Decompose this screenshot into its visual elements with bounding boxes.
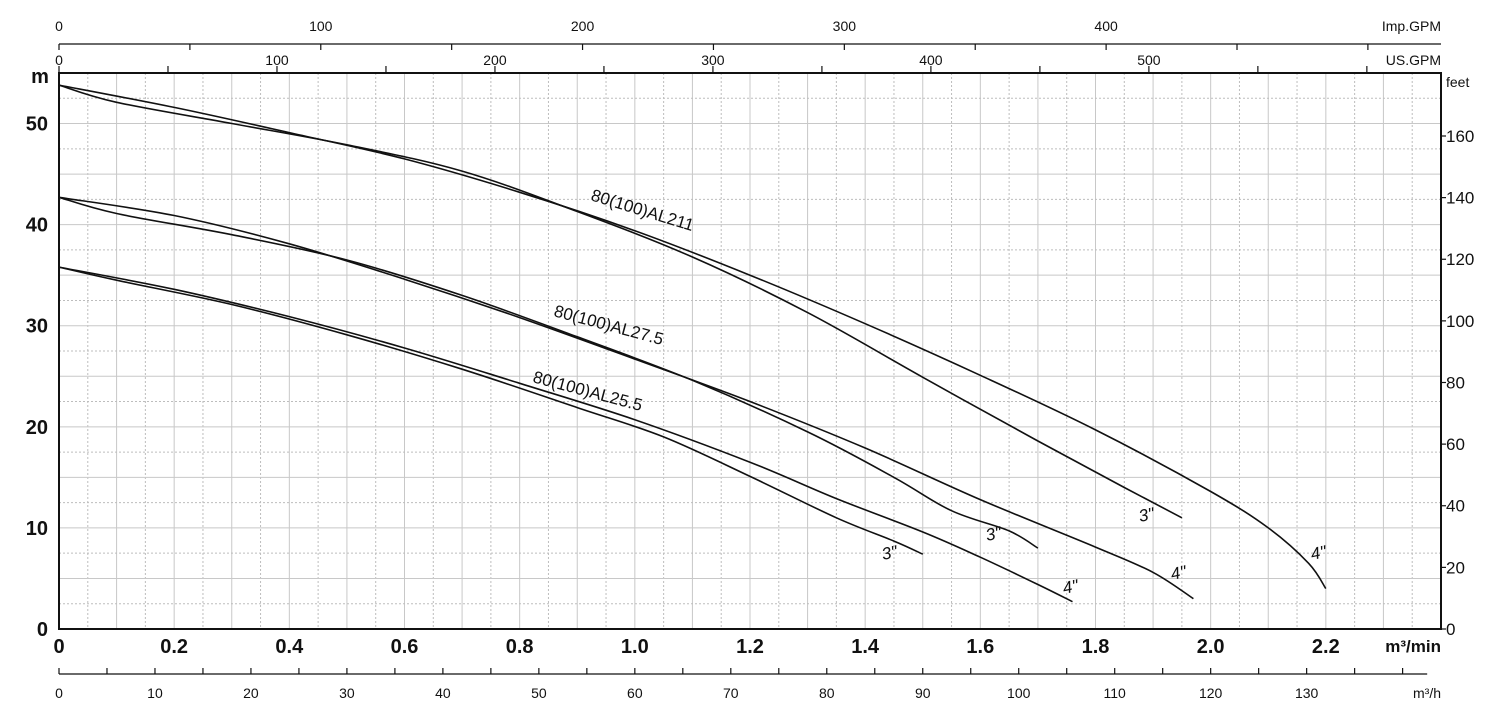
- x-main-tick-label: 1.4: [851, 636, 880, 658]
- x-m3h-tick-label: 80: [819, 685, 835, 701]
- chart-annotations: 80(100)AL21180(100)AL27.580(100)AL25.54"…: [531, 186, 1329, 598]
- x-main-unit-label: m³/min: [1385, 637, 1441, 656]
- x-main-tick-label: 0: [53, 636, 64, 658]
- x-usgpm-tick-label: 300: [701, 52, 725, 68]
- x-usgpm-tick-label: 0: [55, 52, 63, 68]
- y-main-tick-label: 20: [26, 417, 48, 439]
- x-m3h-tick-label: 0: [55, 685, 63, 701]
- curve-model-label: 80(100)AL211: [589, 186, 696, 235]
- curve-pipe-size-label: 3": [984, 523, 1004, 545]
- chart-axes: [58, 43, 1446, 675]
- x-m3h-tick-label: 10: [147, 685, 163, 701]
- x-m3h-tick-label: 30: [339, 685, 355, 701]
- y-feet-tick-label: 80: [1446, 373, 1465, 392]
- x-usgpm-tick-label: 200: [483, 52, 507, 68]
- y-main-unit-label: m: [31, 66, 49, 88]
- x-impgpm-tick-label: 0: [55, 18, 63, 34]
- x-m3h-tick-label: 60: [627, 685, 643, 701]
- x-m3h-unit-label: m³/h: [1413, 685, 1441, 701]
- x-m3h-tick-label: 110: [1104, 685, 1127, 701]
- x-m3h-tick-label: 130: [1295, 685, 1319, 701]
- x-usgpm-unit-label: US.GPM: [1386, 52, 1441, 68]
- chart-curves: [58, 84, 1327, 603]
- x-m3h-tick-label: 70: [723, 685, 739, 701]
- x-main-tick-label: 0.2: [160, 636, 188, 658]
- x-m3h-tick-label: 120: [1199, 685, 1223, 701]
- x-main-tick-label: 0.4: [275, 636, 304, 658]
- y-feet-tick-label: 100: [1446, 312, 1474, 331]
- curve-pipe-size-label: 3": [1137, 504, 1157, 526]
- curve-pipe-size-label: 4": [1061, 576, 1081, 598]
- x-main-tick-label: 1.2: [736, 636, 764, 658]
- curve-pipe-size-label: 3": [880, 542, 900, 564]
- chart-grid: [59, 73, 1441, 629]
- pump-curve-line: [58, 84, 1183, 519]
- x-usgpm-tick-label: 400: [919, 52, 943, 68]
- y-main-tick-label: 50: [26, 114, 48, 136]
- x-impgpm-tick-label: 100: [309, 18, 333, 34]
- pump-curve-line: [58, 266, 924, 555]
- y-main-tick-label: 40: [26, 215, 48, 237]
- y-feet-unit-label: feet: [1446, 74, 1469, 90]
- x-main-tick-label: 1.8: [1082, 636, 1110, 658]
- y-feet-tick-label: 140: [1446, 189, 1474, 208]
- x-main-tick-label: 0.8: [506, 636, 534, 658]
- pump-curve-line: [58, 84, 1327, 590]
- x-main-tick-label: 1.6: [966, 636, 994, 658]
- y-main-tick-label: 0: [37, 619, 48, 641]
- x-main-tick-label: 2.2: [1312, 636, 1340, 658]
- y-feet-tick-label: 20: [1446, 558, 1465, 577]
- x-main-tick-label: 1.0: [621, 636, 649, 658]
- curve-pipe-size-label: 4": [1169, 562, 1189, 584]
- x-m3h-tick-label: 90: [915, 685, 931, 701]
- y-main-tick-label: 10: [26, 518, 48, 540]
- x-m3h-tick-label: 20: [243, 685, 259, 701]
- y-feet-tick-label: 0: [1446, 620, 1455, 639]
- y-feet-tick-label: 120: [1446, 250, 1474, 269]
- x-impgpm-tick-label: 200: [571, 18, 595, 34]
- x-impgpm-tick-label: 300: [833, 18, 857, 34]
- pump-curve-line: [58, 266, 1073, 603]
- x-main-tick-label: 0.6: [391, 636, 419, 658]
- chart-tick-labels: 0 0.2 0.4 0.6 0.8 1.0 1.2 1.4 1.6 1.8 2.0 2.2 m³/min…: [26, 18, 1475, 701]
- x-impgpm-tick-label: 400: [1094, 18, 1118, 34]
- y-feet-tick-label: 60: [1446, 435, 1465, 454]
- y-feet-tick-label: 40: [1446, 497, 1465, 516]
- x-m3h-tick-label: 100: [1007, 685, 1031, 701]
- curve-pipe-size-label: 4": [1309, 542, 1329, 564]
- pump-curve-line: [58, 196, 1039, 549]
- x-m3h-tick-label: 50: [531, 685, 547, 701]
- y-main-tick-label: 30: [26, 316, 48, 338]
- x-usgpm-tick-label: 500: [1137, 52, 1161, 68]
- x-impgpm-unit-label: Imp.GPM: [1382, 18, 1441, 34]
- x-usgpm-tick-label: 100: [265, 52, 289, 68]
- x-main-tick-label: 2.0: [1197, 636, 1225, 658]
- y-feet-tick-label: 160: [1446, 127, 1474, 146]
- x-m3h-tick-label: 40: [435, 685, 451, 701]
- plot-frame: [58, 72, 1442, 630]
